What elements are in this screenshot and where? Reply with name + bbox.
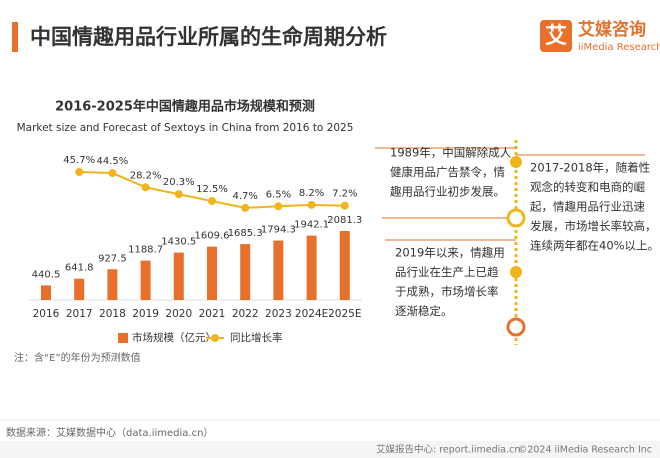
line-value-label: 4.7% [232, 191, 257, 202]
line-value-label: 28.2% [130, 170, 162, 181]
line-value-label: 8.2% [299, 188, 324, 199]
bar [207, 246, 217, 300]
line-point [241, 203, 250, 212]
line-value-label: 6.5% [266, 189, 291, 200]
line-value-label: 12.5% [196, 184, 228, 195]
bar [107, 269, 118, 300]
timeline-text: 连续两年都在40%以上。 [530, 239, 659, 253]
bar [74, 278, 85, 300]
page-title: 中国情趣用品行业所属的生命周期分析 [30, 25, 387, 49]
x-tick-label: 2017 [66, 308, 93, 320]
bar [240, 244, 251, 300]
bar-value-label: 927.5 [98, 253, 127, 264]
x-tick-label: 2022 [232, 308, 259, 320]
logo-box [540, 20, 572, 52]
bar-value-label: 1794.3 [261, 225, 296, 236]
timeline-node [506, 208, 526, 228]
timeline-node [510, 266, 522, 278]
line-point [340, 201, 349, 210]
timeline-text: 趣用品行业初步发展。 [390, 185, 505, 199]
x-tick-label: 2018 [99, 308, 126, 320]
bar [140, 260, 151, 300]
source: 数据来源：艾媒数据中心（data.iimedia.cn） [6, 426, 213, 439]
bar [306, 235, 317, 300]
line-value-label: 45.7% [63, 155, 95, 166]
x-tick-label: 2016 [33, 308, 60, 320]
x-tick-label: 2024E [295, 308, 328, 320]
logo-mark: 艾 [545, 24, 567, 49]
legend-label: 市场规模（亿元） [132, 331, 216, 344]
bar-value-label: 1685.3 [228, 228, 263, 239]
note: 注：含“E”的年份为预测数值 [14, 351, 141, 364]
line-point [75, 168, 84, 176]
timeline-text: 2019年以来，情趣用 [395, 246, 505, 260]
x-tick-label: 2021 [199, 308, 226, 320]
bar-value-label: 2081.3 [327, 215, 362, 226]
line-point [274, 202, 283, 211]
timeline-node [510, 156, 522, 168]
bar [273, 240, 284, 300]
bar-value-label: 1609.6 [195, 231, 230, 242]
title-accent [12, 22, 18, 52]
timeline-text: 逐渐稳定。 [395, 304, 453, 318]
logo-sub: iiMedia Research [578, 42, 660, 53]
timeline-text: 于成熟，市场增长率 [395, 285, 499, 299]
x-tick-label: 2020 [165, 308, 192, 320]
timeline-text: 品行业在生产上已趋 [395, 265, 499, 279]
line-point [208, 197, 216, 206]
logo-name: 艾媒咨询 [578, 19, 646, 40]
bar-value-label: 1188.7 [128, 245, 163, 256]
bar-value-label: 440.5 [32, 269, 61, 280]
bar-value-label: 641.8 [65, 263, 94, 274]
legend-swatch [211, 334, 219, 342]
timeline-text: 发展，市场增长率较高， [530, 219, 657, 233]
line-value-label: 20.3% [163, 177, 195, 188]
footer-site: 艾媒报告中心: report.iimedia.cn [376, 444, 520, 456]
line-value-label: 7.2% [332, 189, 357, 200]
line-point [141, 183, 150, 192]
x-tick-label: 2019 [132, 308, 159, 320]
timeline-text: 健康用品广告禁令，情 [390, 165, 505, 179]
line-point [307, 200, 316, 209]
line-value-label: 44.5% [97, 156, 129, 167]
timeline-text: 2017-2018年，随着性 [530, 161, 650, 175]
line-point [174, 190, 183, 199]
timeline-node [506, 317, 526, 337]
timeline-text: 观念的转变和电商的崛 [530, 180, 645, 194]
bar [339, 231, 350, 300]
x-tick-label: 2025E [328, 308, 361, 320]
timeline-text: 1989年，中国解除成人 [390, 146, 512, 160]
chart-title: 2016-2025年中国情趣用品市场规模和预测 [55, 99, 315, 115]
line-point [108, 169, 117, 178]
bar [41, 285, 51, 300]
footer-band [0, 441, 660, 458]
bar-value-label: 1430.5 [161, 237, 196, 248]
legend-label: 同比增长率 [230, 331, 283, 344]
chart-subtitle: Market size and Forecast of Sextoys in C… [17, 122, 354, 134]
bar [173, 252, 184, 300]
bar-value-label: 1942.1 [294, 220, 329, 231]
legend-swatch [118, 333, 128, 343]
x-tick-label: 2023 [265, 308, 292, 320]
footer-copyright: ©2024 iiMedia Research Inc [518, 445, 652, 456]
timeline-text: 起，情趣用品行业迅速 [530, 200, 645, 214]
